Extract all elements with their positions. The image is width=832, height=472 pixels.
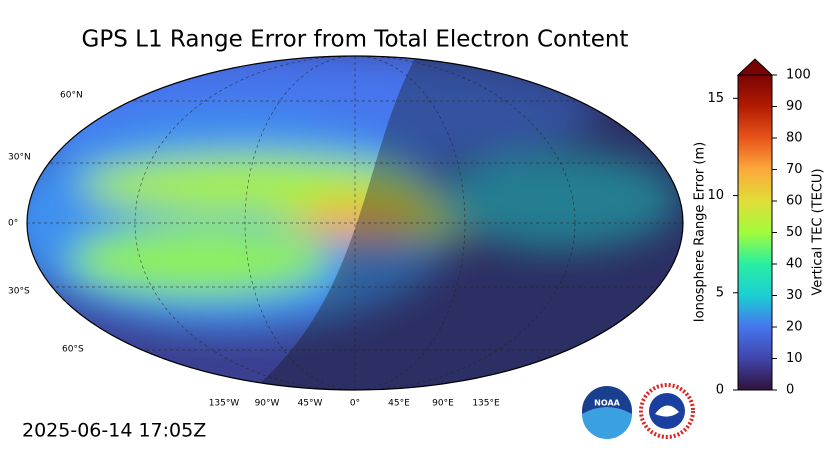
right-tick-label: 0: [786, 383, 794, 398]
right-tick-label: 60: [786, 194, 803, 209]
right-tick-label: 10: [786, 351, 803, 366]
right-tick-label: 70: [786, 162, 803, 177]
title: GPS L1 Range Error from Total Electron C…: [82, 27, 629, 53]
left-tick-label: 5: [716, 285, 724, 300]
left-tick-label: 0: [716, 383, 724, 398]
right-tick-label: 30: [786, 288, 803, 303]
lon-label: 135°E: [472, 399, 500, 409]
lon-label: 0°: [350, 399, 360, 409]
lat-label: 30°N: [8, 153, 31, 163]
lat-label: 60°S: [62, 345, 84, 355]
lon-label: 45°E: [388, 399, 410, 409]
nws-logo: [639, 383, 695, 439]
lon-label: 90°E: [432, 399, 454, 409]
lat-label: 60°N: [60, 91, 83, 101]
right-tick-label: 40: [786, 257, 803, 272]
timestamp: 2025-06-14 17:05Z: [22, 420, 206, 442]
noaa-text: NOAA: [594, 399, 620, 408]
right-tick-label: 80: [786, 131, 803, 146]
noaa-logo: NOAA: [582, 386, 632, 439]
map: [27, 56, 683, 390]
left-tick-label: 10: [707, 188, 724, 203]
map-border: [26, 55, 684, 391]
lon-label: 45°W: [298, 399, 323, 409]
right-tick-label: 20: [786, 320, 803, 335]
lon-label: 90°W: [255, 399, 280, 409]
right-tick-label: 50: [786, 225, 803, 240]
colorbar: [737, 74, 773, 391]
right-axis-label: Vertical TEC (TECU): [811, 168, 826, 295]
left-tick-label: 15: [707, 91, 724, 106]
right-tick-label: 90: [786, 99, 803, 114]
lon-label: 135°W: [209, 399, 240, 409]
lat-label: 0°: [8, 219, 18, 229]
left-axis-label: Ionosphere Range Error (m): [693, 142, 708, 322]
right-tick-label: 100: [786, 68, 811, 83]
colorbar-extend: [736, 58, 774, 76]
lat-label: 30°S: [8, 287, 30, 297]
